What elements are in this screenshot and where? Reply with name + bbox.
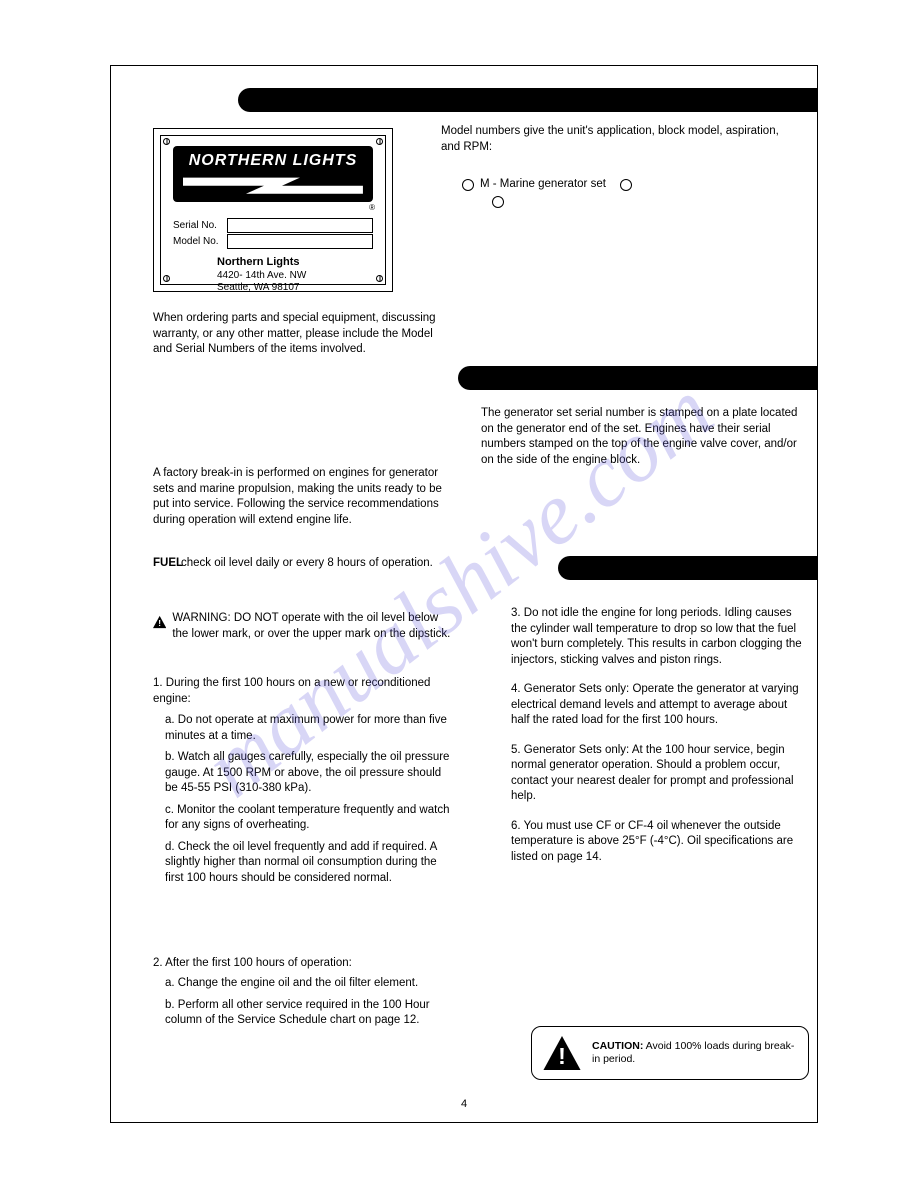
screw-icon xyxy=(163,138,170,145)
nameplate-model-row: Model No. xyxy=(173,234,373,249)
list-item: 4. Generator Sets only: Operate the gene… xyxy=(511,682,807,729)
serial-numbers-text: The generator set serial number is stamp… xyxy=(481,406,801,468)
list-item: 5. Generator Sets only: At the 100 hour … xyxy=(511,743,807,805)
list-item: c. Monitor the coolant temperature frequ… xyxy=(165,803,453,834)
list-item: d. Check the oil level frequently and ad… xyxy=(165,840,453,887)
list-item: a. Change the engine oil and the oil fil… xyxy=(165,976,453,992)
serial-label: Serial No. xyxy=(173,220,227,231)
screw-icon xyxy=(376,275,383,282)
model-number-options: M - Marine generator set NL - Northern L… xyxy=(456,174,638,208)
radio-icon xyxy=(620,179,632,191)
model-box xyxy=(227,234,373,249)
nameplate-serial-row: Serial No. xyxy=(173,218,373,233)
section-bar-model-numbers xyxy=(238,88,818,112)
list-item: b. Perform all other service required in… xyxy=(165,998,453,1029)
parts-ordering-note: When ordering parts and special equipmen… xyxy=(153,311,443,358)
warning-triangle-icon: ! xyxy=(153,611,166,633)
address-line-2: Seattle, WA 98107 xyxy=(217,282,306,295)
svg-text:!: ! xyxy=(558,1043,566,1069)
warning-block: ! WARNING: DO NOT operate with the oil l… xyxy=(153,611,453,642)
list-item: 3. Do not idle the engine for long perio… xyxy=(511,606,807,668)
caution-label: CAUTION: xyxy=(592,1040,643,1052)
option-row: M - Marine generator set NL - Northern L… xyxy=(456,174,638,196)
list-item: 6. You must use CF or CF-4 oil whenever … xyxy=(511,819,807,866)
fuel-note: check oil level daily or every 8 hours o… xyxy=(181,556,453,572)
serial-box xyxy=(227,218,373,233)
option-row xyxy=(486,196,638,208)
after-100-list: a. Change the engine oil and the oil fil… xyxy=(165,976,453,1029)
break-in-intro: A factory break-in is performed on engin… xyxy=(153,466,453,528)
model-numbers-intro: Model numbers give the unit's applicatio… xyxy=(441,124,801,155)
model-label: Model No. xyxy=(173,236,227,247)
radio-icon xyxy=(462,179,474,191)
svg-text:!: ! xyxy=(158,618,161,628)
brand-logo-text: NORTHERN LIGHTS xyxy=(173,146,373,170)
radio-icon xyxy=(492,196,504,208)
nameplate: NORTHERN LIGHTS ® Serial No. Model No. N… xyxy=(153,128,393,292)
list-item: b. Watch all gauges carefully, especiall… xyxy=(165,750,453,797)
section-bar-engine-break-in xyxy=(558,556,818,580)
nameplate-address: Northern Lights 4420- 14th Ave. NW Seatt… xyxy=(217,256,306,295)
caution-text: CAUTION: Avoid 100% loads during break-i… xyxy=(592,1040,798,1066)
option-m: M - Marine generator set xyxy=(480,174,606,196)
break-in-list: 1. During the first 100 hours on a new o… xyxy=(153,676,453,892)
screw-icon xyxy=(376,138,383,145)
warning-triangle-icon: ! xyxy=(542,1036,582,1070)
section-bar-serial-numbers xyxy=(458,366,818,390)
lightning-bolt-icon xyxy=(183,174,363,198)
company-name: Northern Lights xyxy=(217,256,306,270)
caution-box: ! CAUTION: Avoid 100% loads during break… xyxy=(531,1026,809,1080)
page-number: 4 xyxy=(461,1098,467,1110)
screw-icon xyxy=(163,275,170,282)
registered-mark: ® xyxy=(369,203,375,212)
page-frame: NORTHERN LIGHTS ® Serial No. Model No. N… xyxy=(110,65,818,1123)
list-item: 1. During the first 100 hours on a new o… xyxy=(153,676,453,707)
nameplate-inner: NORTHERN LIGHTS ® Serial No. Model No. N… xyxy=(160,135,386,285)
warning-text: WARNING: DO NOT operate with the oil lev… xyxy=(172,611,453,642)
break-in-additional: 3. Do not idle the engine for long perio… xyxy=(511,606,807,865)
after-100-heading: 2. After the first 100 hours of operatio… xyxy=(153,956,453,972)
brand-logo: NORTHERN LIGHTS ® xyxy=(173,146,373,202)
address-line-1: 4420- 14th Ave. NW xyxy=(217,270,306,283)
list-item: a. Do not operate at maximum power for m… xyxy=(165,713,453,744)
